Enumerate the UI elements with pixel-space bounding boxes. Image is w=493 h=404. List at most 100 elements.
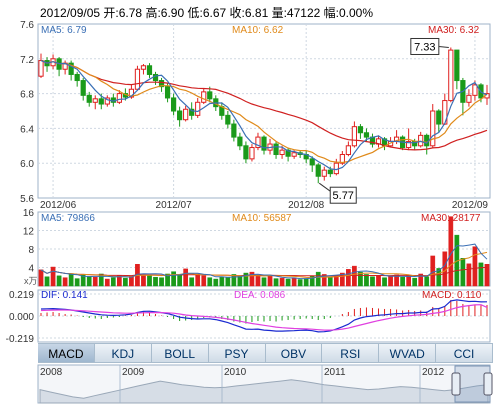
candle-body bbox=[261, 136, 267, 151]
volume-bar bbox=[400, 276, 405, 287]
legend-macd: MACD: 0.110 bbox=[422, 290, 482, 301]
volume-bar bbox=[92, 276, 98, 287]
quote-open: 开:6.78 bbox=[103, 6, 143, 20]
volume-bar bbox=[358, 271, 363, 287]
candle-body bbox=[201, 91, 207, 103]
ma30-line bbox=[40, 59, 488, 151]
candle-body bbox=[363, 132, 370, 138]
quote-high: 高:6.90 bbox=[145, 6, 185, 20]
candle-body bbox=[466, 94, 472, 103]
volume-bar bbox=[352, 265, 357, 287]
volume-bar bbox=[424, 276, 430, 287]
candle-body bbox=[351, 126, 358, 147]
volume-bar bbox=[291, 277, 297, 287]
tab-macd[interactable]: MACD bbox=[38, 343, 95, 363]
volume-bar bbox=[104, 278, 110, 287]
volume-bar bbox=[430, 255, 436, 287]
candle-body bbox=[68, 62, 74, 75]
candle-body bbox=[279, 149, 285, 155]
navigator-year-label: 2012 bbox=[422, 367, 445, 378]
candle-body bbox=[255, 136, 261, 149]
tab-wvad[interactable]: WVAD bbox=[379, 343, 437, 363]
volume-bar bbox=[207, 277, 213, 287]
low-annotation-label: 5.77 bbox=[333, 190, 354, 202]
volume-bar bbox=[297, 279, 303, 287]
navigator-year-label: 2010 bbox=[224, 367, 247, 378]
volume-bar bbox=[123, 277, 128, 287]
tab-psy[interactable]: PSY bbox=[208, 343, 266, 363]
candle-body bbox=[333, 162, 339, 175]
candle-body bbox=[38, 60, 44, 77]
volume-bar bbox=[86, 276, 92, 287]
candle-body bbox=[92, 98, 98, 103]
price-x-label: 2012/06 bbox=[40, 200, 77, 211]
volume-bar bbox=[171, 271, 176, 287]
quote-low: 低:6.67 bbox=[187, 6, 227, 20]
volume-bar bbox=[165, 273, 170, 287]
volume-bar bbox=[243, 272, 249, 287]
candle-body bbox=[74, 73, 80, 82]
navigator-left-handle[interactable] bbox=[451, 372, 461, 396]
volume-bar bbox=[364, 274, 369, 287]
volume-bar bbox=[110, 277, 116, 287]
volume-bar bbox=[56, 275, 62, 287]
volume-bar bbox=[285, 278, 291, 287]
tab-boll[interactable]: BOLL bbox=[151, 343, 209, 363]
candle-body bbox=[225, 114, 231, 125]
price-tick-label: 6.0 bbox=[20, 159, 34, 170]
volume-bar bbox=[279, 277, 285, 287]
volume-bar bbox=[466, 263, 472, 287]
candle-body bbox=[98, 98, 104, 105]
legend-ma5: MA5: 6.79 bbox=[41, 25, 87, 36]
price-x-label: 2012/09 bbox=[452, 200, 489, 211]
candle-body bbox=[315, 164, 321, 177]
volume-bar bbox=[50, 266, 56, 287]
candle-body bbox=[436, 110, 442, 125]
volume-bar bbox=[237, 275, 243, 287]
tab-rsi[interactable]: RSI bbox=[322, 343, 380, 363]
indicator-tabs: MACD KDJ BOLL PSY OBV RSI WVAD CCI bbox=[38, 343, 493, 363]
dea-line bbox=[40, 304, 488, 331]
volume-bar bbox=[213, 278, 219, 287]
ma5-line bbox=[40, 59, 488, 171]
candle-body bbox=[237, 136, 243, 147]
legend-dif: DIF: 0.141 bbox=[41, 290, 88, 301]
volume-bar bbox=[44, 276, 50, 287]
tab-obv[interactable]: OBV bbox=[265, 343, 323, 363]
legend-ma30: MA30: 6.32 bbox=[428, 25, 480, 36]
candle-body bbox=[195, 101, 201, 116]
volume-bar bbox=[303, 278, 309, 287]
tab-cci[interactable]: CCI bbox=[436, 343, 493, 363]
macd-tick-label: 0.000 bbox=[9, 312, 34, 323]
candle-body bbox=[448, 49, 454, 102]
price-tick-label: 5.6 bbox=[20, 194, 34, 205]
volume-bar bbox=[147, 275, 152, 287]
navigator-right-handle[interactable] bbox=[483, 372, 493, 396]
volume-bar bbox=[74, 278, 80, 287]
macd-tick-label: 0.219 bbox=[9, 290, 34, 301]
volume-panel: 16 12 8 4 bbox=[23, 208, 491, 287]
candle-body bbox=[406, 140, 412, 149]
price-tick-label: 7.2 bbox=[20, 55, 34, 66]
volume-bar bbox=[219, 276, 225, 287]
legend-ma10: MA10: 6.62 bbox=[232, 25, 284, 36]
volume-bar bbox=[189, 277, 195, 287]
candle-body bbox=[104, 97, 110, 105]
volume-bar bbox=[141, 274, 146, 287]
tab-kdj[interactable]: KDJ bbox=[94, 343, 152, 363]
navigator-panel: 2008 2009 2010 2011 2012 bbox=[37, 364, 493, 404]
volume-bar bbox=[376, 275, 381, 287]
volume-bar bbox=[255, 276, 261, 287]
candle-body bbox=[327, 169, 333, 175]
candle-body bbox=[177, 110, 183, 121]
volume-bar bbox=[418, 273, 424, 287]
price-tick-label: 6.8 bbox=[20, 90, 34, 101]
candle-body bbox=[357, 126, 364, 134]
volume-bar bbox=[267, 275, 273, 287]
candle-body bbox=[116, 93, 122, 103]
candle-body bbox=[183, 108, 189, 121]
legend-vol-ma30: MA30: 28177 bbox=[421, 213, 481, 224]
candle-body bbox=[140, 65, 147, 70]
volume-bar bbox=[98, 273, 104, 287]
